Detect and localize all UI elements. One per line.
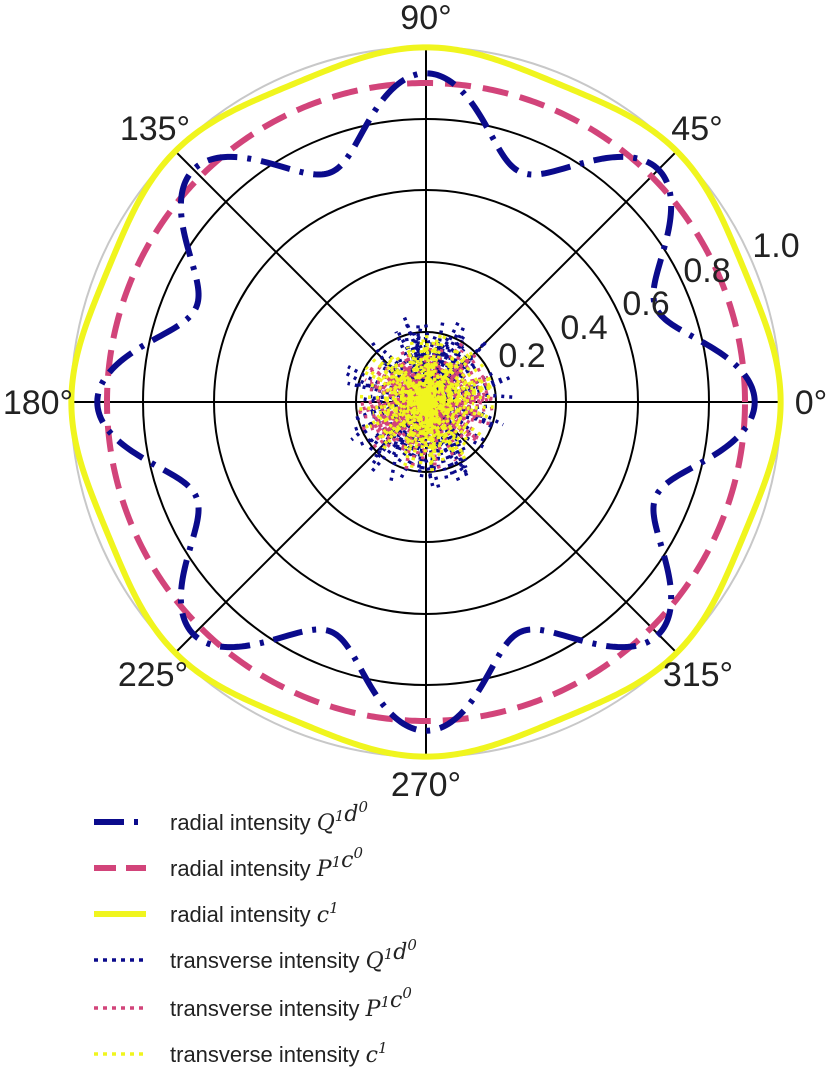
legend-label-4: transverse intensity P1c0 <box>170 984 412 1022</box>
legend-label-2: radial intensity c1 <box>170 899 339 928</box>
grid-spoke-315 <box>425 401 678 654</box>
r-tick-label-4: 1.0 <box>752 227 799 265</box>
tick-labels: 0° 45° 90° 135° 180° 225° 270° 315° 0.2 0.4 0.6 0.8… <box>3 0 827 804</box>
grid-spoke-135 <box>174 150 427 403</box>
theta-tick-label-0: 0° <box>795 384 828 422</box>
series-0-dashdot <box>94 70 758 734</box>
theta-tick-label-270: 270° <box>391 766 461 804</box>
series-1-dashed <box>103 79 749 725</box>
r-tick-label-3: 0.8 <box>683 252 730 290</box>
legend-label-3: transverse intensity Q1d0 <box>170 936 417 974</box>
r-tick-label-2: 0.6 <box>622 285 669 323</box>
series-5-dotted <box>359 334 495 472</box>
legend-label-5: transverse intensity c1 <box>170 1039 388 1068</box>
legend: radial intensity Q1d0 radial intensity P1… <box>94 798 417 1068</box>
series-2-solid <box>68 44 784 760</box>
legend-label-1: radial intensity P1c0 <box>170 844 363 882</box>
theta-tick-label-180: 180° <box>3 384 73 422</box>
theta-tick-label-90: 90° <box>400 0 451 37</box>
r-tick-label-1: 0.4 <box>560 309 607 347</box>
r-tick-label-0: 0.2 <box>498 337 545 375</box>
legend-label-0: radial intensity Q1d0 <box>170 798 368 836</box>
theta-tick-label-315: 315° <box>663 656 733 694</box>
theta-tick-label-225: 225° <box>118 656 188 694</box>
theta-tick-label-135: 135° <box>120 110 190 148</box>
series-lines <box>68 44 784 760</box>
theta-tick-label-45: 45° <box>671 110 722 148</box>
